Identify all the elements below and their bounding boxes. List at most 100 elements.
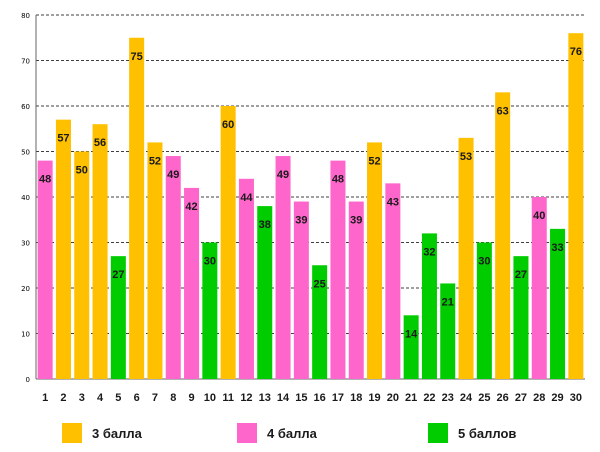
data-label: 48 <box>39 174 51 186</box>
legend-swatch <box>237 423 257 443</box>
x-tick-label: 2 <box>60 392 66 404</box>
x-tick-label: 26 <box>497 392 509 404</box>
x-tick-label: 8 <box>170 392 176 404</box>
y-tick-label: 60 <box>21 103 30 111</box>
x-tick-label: 17 <box>332 392 344 404</box>
bar <box>257 206 273 379</box>
data-label: 27 <box>112 269 124 281</box>
x-tick-label: 3 <box>79 392 85 404</box>
data-label: 42 <box>185 201 197 213</box>
data-label: 52 <box>368 155 380 167</box>
data-label: 60 <box>222 119 234 131</box>
data-label: 56 <box>94 137 106 149</box>
bar <box>184 187 200 379</box>
legend-swatch <box>62 423 82 443</box>
bar <box>202 242 218 379</box>
data-label: 44 <box>240 192 253 204</box>
bar <box>531 197 547 379</box>
x-tick-label: 1 <box>42 392 48 404</box>
bar <box>165 156 181 379</box>
bar-chart: 0 10 20 30 40 50 60 70 80 48 1 57 2 50 3 56 4 27 5 75 6 52 7 49… <box>21 12 585 404</box>
bar <box>220 106 236 379</box>
x-tick-label: 19 <box>368 392 380 404</box>
bar <box>110 256 126 379</box>
bar <box>513 256 529 379</box>
x-tick-label: 23 <box>442 392 454 404</box>
bar <box>550 228 566 379</box>
bar <box>421 233 437 379</box>
data-label: 33 <box>551 242 563 254</box>
data-label: 32 <box>423 246 435 258</box>
data-label: 48 <box>332 174 344 186</box>
data-label: 57 <box>57 133 69 145</box>
x-tick-label: 9 <box>188 392 194 404</box>
y-tick-label: 30 <box>21 240 30 248</box>
x-tick-label: 16 <box>314 392 326 404</box>
data-label: 30 <box>204 256 216 268</box>
bar <box>74 151 90 379</box>
bar <box>458 137 474 379</box>
bar <box>238 178 254 379</box>
data-label: 40 <box>533 210 545 222</box>
data-label: 38 <box>259 219 271 231</box>
data-label: 52 <box>149 155 161 167</box>
y-tick-label: 50 <box>21 149 30 157</box>
bar <box>495 92 511 379</box>
x-tick-label: 11 <box>222 392 234 404</box>
x-tick-label: 18 <box>350 392 362 404</box>
x-tick-label: 15 <box>295 392 307 404</box>
bar <box>129 37 145 379</box>
x-tick-label: 10 <box>204 392 216 404</box>
legend-swatch <box>428 423 448 443</box>
x-tick-label: 5 <box>115 392 121 404</box>
bar <box>293 201 309 379</box>
data-label: 25 <box>314 278 326 290</box>
data-label: 43 <box>387 196 399 208</box>
legend-item-3-balla: 3 балла <box>62 422 142 444</box>
x-tick-label: 27 <box>515 392 527 404</box>
x-tick-label: 20 <box>387 392 399 404</box>
x-tick-label: 21 <box>405 392 417 404</box>
x-tick-label: 30 <box>570 392 582 404</box>
data-label: 76 <box>570 46 582 58</box>
data-label: 75 <box>131 51 143 63</box>
x-tick-label: 22 <box>423 392 435 404</box>
bar <box>403 315 419 379</box>
data-label: 63 <box>497 105 509 117</box>
bar <box>385 183 401 379</box>
data-label: 49 <box>277 169 289 181</box>
y-tick-label: 80 <box>21 12 30 20</box>
bar <box>147 142 163 379</box>
bar <box>367 142 383 379</box>
bar <box>348 201 364 379</box>
bar <box>37 160 53 379</box>
x-tick-label: 25 <box>478 392 490 404</box>
legend-label: 3 балла <box>92 425 142 441</box>
legend-item-5-ballov: 5 баллов <box>428 422 516 444</box>
bar <box>92 124 108 379</box>
data-label: 53 <box>460 151 472 163</box>
x-tick-label: 28 <box>533 392 545 404</box>
data-label: 49 <box>167 169 179 181</box>
bar <box>330 160 346 379</box>
data-label: 21 <box>442 296 454 308</box>
y-tick-label: 40 <box>21 194 30 202</box>
x-tick-label: 24 <box>460 392 473 404</box>
bar <box>476 242 492 379</box>
x-tick-label: 4 <box>97 392 104 404</box>
x-tick-label: 6 <box>134 392 140 404</box>
y-tick-label: 10 <box>21 331 30 339</box>
x-tick-label: 7 <box>152 392 158 404</box>
bar <box>275 156 291 379</box>
x-tick-label: 29 <box>551 392 563 404</box>
legend-label: 4 балла <box>267 425 317 441</box>
y-tick-label: 20 <box>21 285 30 293</box>
bar <box>568 33 584 379</box>
data-label: 39 <box>350 215 362 227</box>
data-label: 30 <box>478 256 490 268</box>
legend-item-4-balla: 4 балла <box>237 422 317 444</box>
x-tick-label: 14 <box>277 392 290 404</box>
x-tick-label: 13 <box>259 392 271 404</box>
legend-label: 5 баллов <box>458 425 517 441</box>
data-label: 39 <box>295 215 307 227</box>
